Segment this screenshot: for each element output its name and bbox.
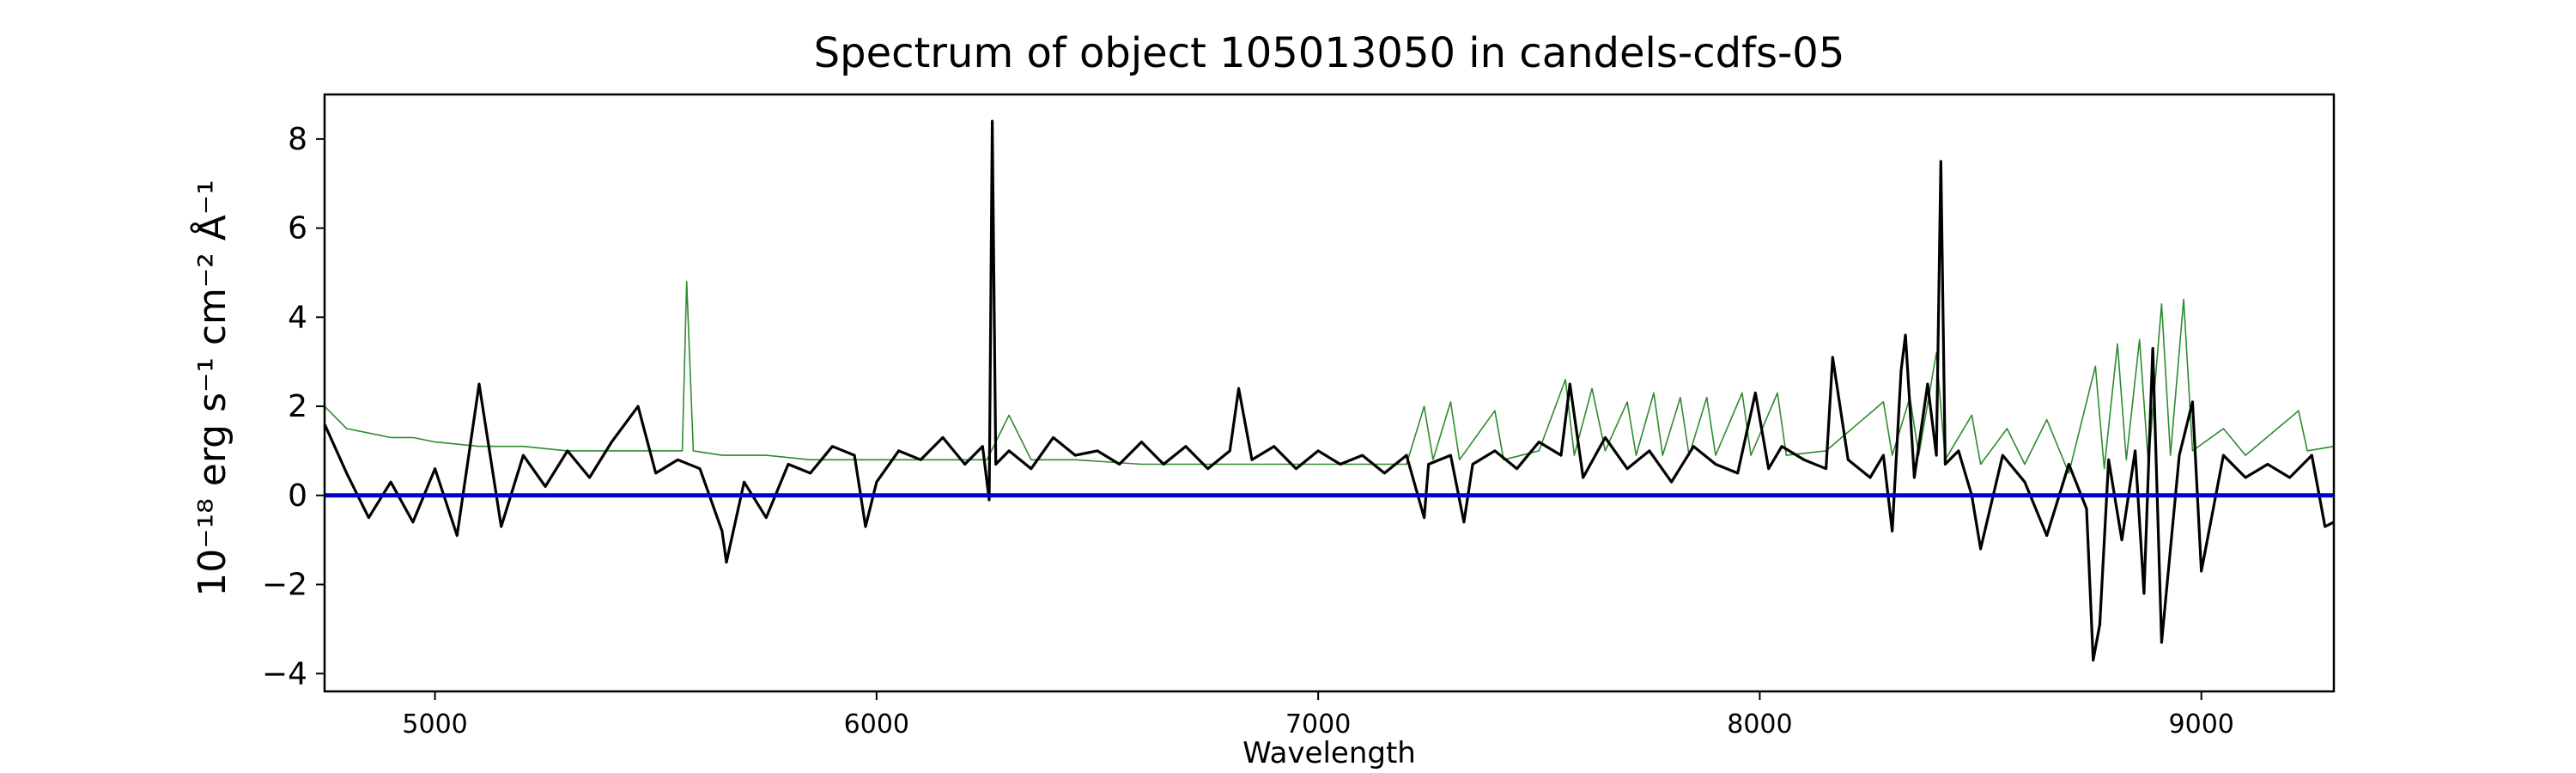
x-tick-label: 5000 — [402, 709, 467, 740]
series-line-1 — [324, 280, 2335, 474]
y-tick-label: 0 — [288, 478, 307, 514]
y-axis-label: 10⁻¹⁸ erg s⁻¹ cm⁻² Å⁻¹ — [189, 180, 234, 596]
y-tick-label: 8 — [288, 122, 307, 157]
x-tick-label: 9000 — [2169, 709, 2234, 740]
x-tick-label: 8000 — [1727, 709, 1792, 740]
x-tick-label: 6000 — [844, 709, 909, 740]
y-tick-label: 2 — [288, 389, 307, 424]
series-line-0 — [323, 119, 2335, 662]
y-tick-label: 4 — [288, 300, 307, 335]
series-layer — [323, 119, 2335, 662]
y-tick-label: −4 — [262, 656, 307, 691]
plot-frame — [323, 93, 2336, 693]
y-axis-ticks: −4 −2 0 2 4 6 8 — [262, 122, 325, 691]
chart-title: Spectrum of object 105013050 in candels-… — [814, 29, 1845, 77]
y-tick-label: 6 — [288, 211, 307, 247]
x-axis-label: Wavelength — [1242, 736, 1416, 770]
y-tick-label: −2 — [262, 568, 307, 603]
x-tick-label: 7000 — [1285, 709, 1351, 740]
x-axis-ticks: 5000 6000 7000 8000 9000 — [402, 691, 2234, 740]
